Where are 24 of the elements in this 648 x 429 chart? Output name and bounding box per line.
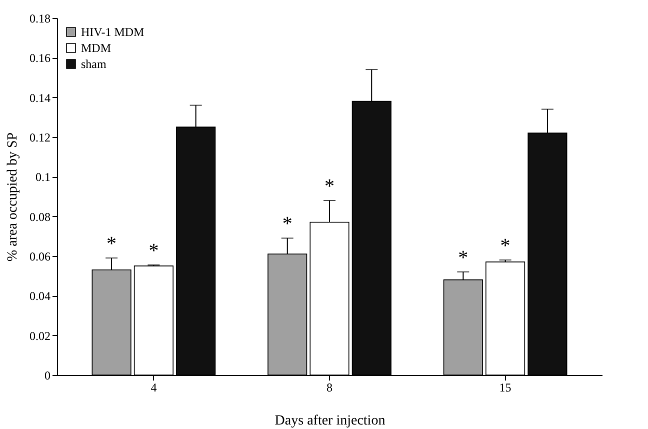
annotation: * [282, 213, 292, 236]
y-tick-label: 0.12 [30, 130, 50, 144]
y-tick-label: 0.14 [30, 90, 50, 105]
annotation: * [324, 175, 334, 198]
x-axis-title: Days after injection [274, 414, 386, 428]
annotation: * [500, 234, 510, 257]
annotation: * [458, 246, 468, 269]
x-tick-label: 15 [499, 380, 512, 394]
y-axis-title: % area occupied by SP [6, 132, 20, 262]
y-tick-label: 0.02 [30, 328, 50, 343]
y-tick-label: 0.1 [36, 170, 50, 184]
y-tick-label: 0.08 [30, 210, 50, 224]
legend-label: HIV-1 MDM [81, 25, 145, 39]
y-tick-label: 0.04 [30, 289, 50, 304]
legend-label: MDM [81, 41, 112, 55]
y-tick-label: 0.06 [30, 250, 50, 264]
y-tick-label: 0.16 [30, 51, 50, 66]
annotation: * [106, 232, 117, 255]
x-tick-label: 8 [326, 380, 332, 394]
legend-label: sham [81, 57, 107, 71]
annotation: * [148, 240, 159, 262]
x-tick-label: 4 [150, 380, 157, 394]
y-tick-label: 0.18 [30, 12, 50, 26]
y-tick-label: 0 [44, 368, 50, 382]
